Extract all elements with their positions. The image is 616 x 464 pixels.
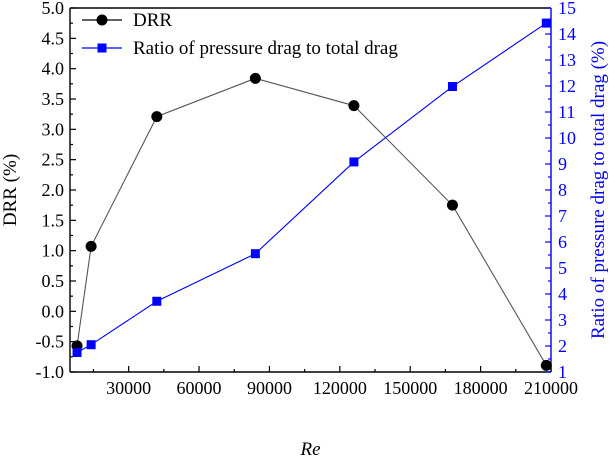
y2-tick-label: 9: [558, 154, 567, 174]
y-tick-label: 0.5: [42, 271, 65, 291]
drr-point: [85, 240, 97, 252]
y2-tick-label: 4: [558, 284, 567, 304]
x-tick-label: 120000: [313, 378, 367, 398]
x-tick-label: 90000: [247, 378, 292, 398]
legend-marker-drr: [96, 14, 108, 26]
y-tick-label: 1.5: [42, 210, 65, 230]
y2-tick-label: 2: [558, 336, 567, 356]
drr-point: [348, 100, 360, 112]
drr-point: [249, 72, 261, 84]
y-tick-label: 2.0: [42, 180, 65, 200]
y2-tick-label: 11: [558, 102, 575, 122]
y2-tick-label: 3: [558, 310, 567, 330]
drr-point: [446, 199, 458, 211]
y2-tick-label: 6: [558, 232, 567, 252]
y-tick-label: 3.5: [42, 89, 65, 109]
drr-point: [540, 359, 552, 371]
y-tick-label: 0.0: [42, 301, 65, 321]
y-axis-title: DRR (%): [0, 154, 21, 226]
x-tick-label: 30000: [106, 378, 151, 398]
y2-tick-label: 13: [558, 50, 576, 70]
legend-label-pressure-ratio: Ratio of pressure drag to total drag: [133, 38, 398, 59]
legend: DRR Ratio of pressure drag to total drag: [82, 10, 398, 59]
pressure-ratio-point: [86, 340, 96, 350]
y2-tick-label: 10: [558, 128, 576, 148]
y2-axis-title: Ratio of pressure drag to total drag (%): [588, 41, 609, 339]
y-tick-label: 4.5: [42, 28, 65, 48]
pressure-ratio-point: [72, 348, 82, 357]
y-tick-label: 4.0: [42, 59, 65, 79]
y-tick-label: 3.0: [42, 119, 65, 139]
series-line-drr: [76, 77, 547, 366]
y2-tick-label: 12: [558, 76, 576, 96]
drr-point: [151, 111, 163, 123]
pressure-ratio-point: [447, 82, 457, 92]
y2-tick-label: 8: [558, 180, 567, 200]
x-tick-label: 210000: [524, 378, 578, 398]
x-tick-label: 60000: [177, 378, 222, 398]
x-tick-label: 180000: [454, 378, 508, 398]
pressure-ratio-point: [349, 157, 359, 167]
y-tick-label: 5.0: [42, 0, 65, 18]
x-axis-title: Re: [299, 439, 320, 460]
y2-tick-label: 14: [558, 24, 576, 44]
series-layer: [71, 18, 552, 371]
pressure-ratio-point: [541, 18, 551, 28]
y-tick-label: -0.5: [36, 332, 65, 352]
y2-tick-label: 1: [558, 362, 567, 382]
y2-tick-label: 7: [558, 206, 567, 226]
pressure-ratio-point: [250, 249, 260, 259]
x-tick-label: 150000: [383, 378, 437, 398]
y2-tick-label: 5: [558, 258, 567, 278]
series-line-pressure-ratio: [76, 22, 547, 353]
y-tick-label: 1.0: [42, 241, 65, 261]
legend-marker-pressure-ratio: [97, 43, 107, 53]
y-tick-label: -1.0: [36, 362, 65, 382]
axes-layer: 30000 60000 90000 120000 150000 180000 210000 -…: [36, 0, 579, 398]
y-tick-label: 2.5: [42, 150, 65, 170]
y2-tick-label: 15: [558, 0, 576, 18]
legend-label-drr: DRR: [133, 10, 172, 31]
pressure-ratio-point: [152, 296, 162, 306]
